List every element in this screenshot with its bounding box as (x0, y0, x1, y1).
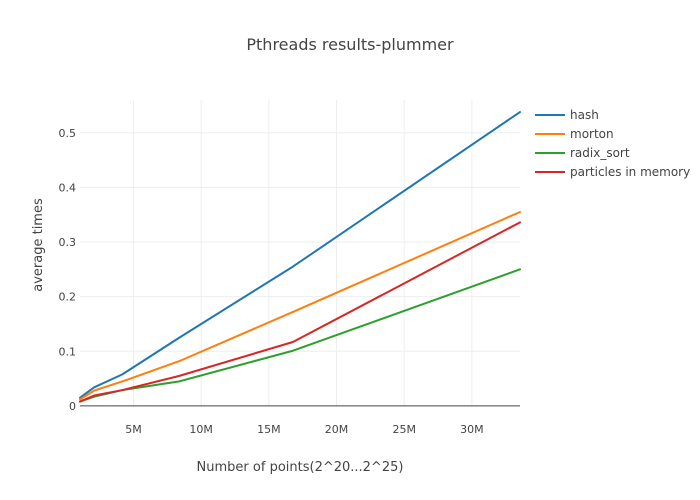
y-tick-label: 0.1 (59, 345, 77, 358)
legend-label: radix_sort (570, 146, 630, 160)
y-tick-label: 0.5 (59, 127, 77, 140)
legend-item[interactable]: hash (535, 108, 599, 122)
x-tick-label: 15M (257, 423, 281, 436)
series-line-hash[interactable] (79, 111, 521, 399)
y-tick-label: 0.4 (59, 181, 77, 194)
y-tick-label: 0.2 (59, 291, 77, 304)
y-axis-ticks: 0 0.1 0.2 0.3 0.4 0.5 (59, 127, 77, 413)
x-tick-label: 5M (125, 423, 142, 436)
legend-label: particles in memory (570, 165, 690, 179)
plot-area (79, 111, 521, 403)
legend-item[interactable]: particles in memory (535, 165, 690, 179)
series-line-morton[interactable] (79, 210, 521, 401)
legend-label: morton (570, 127, 614, 141)
x-tick-label: 10M (189, 423, 213, 436)
series-line-radix-sort[interactable] (79, 268, 521, 403)
legend-item[interactable]: morton (535, 127, 614, 141)
y-axis-title: average times (31, 198, 46, 292)
legend-label: hash (570, 108, 599, 122)
legend-item[interactable]: radix_sort (535, 146, 630, 160)
y-tick-label: 0 (69, 400, 76, 413)
x-axis-title: Number of points(2^20...2^25) (197, 460, 404, 475)
x-tick-label: 20M (325, 423, 349, 436)
grid (80, 100, 520, 407)
chart-title: Pthreads results-plummer (246, 35, 454, 54)
x-tick-label: 30M (460, 423, 484, 436)
x-tick-label: 25M (392, 423, 416, 436)
y-tick-label: 0.3 (59, 236, 77, 249)
legend[interactable]: hash morton radix_sort particles in memory (535, 108, 690, 179)
x-axis-ticks: 5M 10M 15M 20M 25M 30M (125, 423, 483, 436)
series-line-particles-in-memory[interactable] (79, 221, 521, 403)
